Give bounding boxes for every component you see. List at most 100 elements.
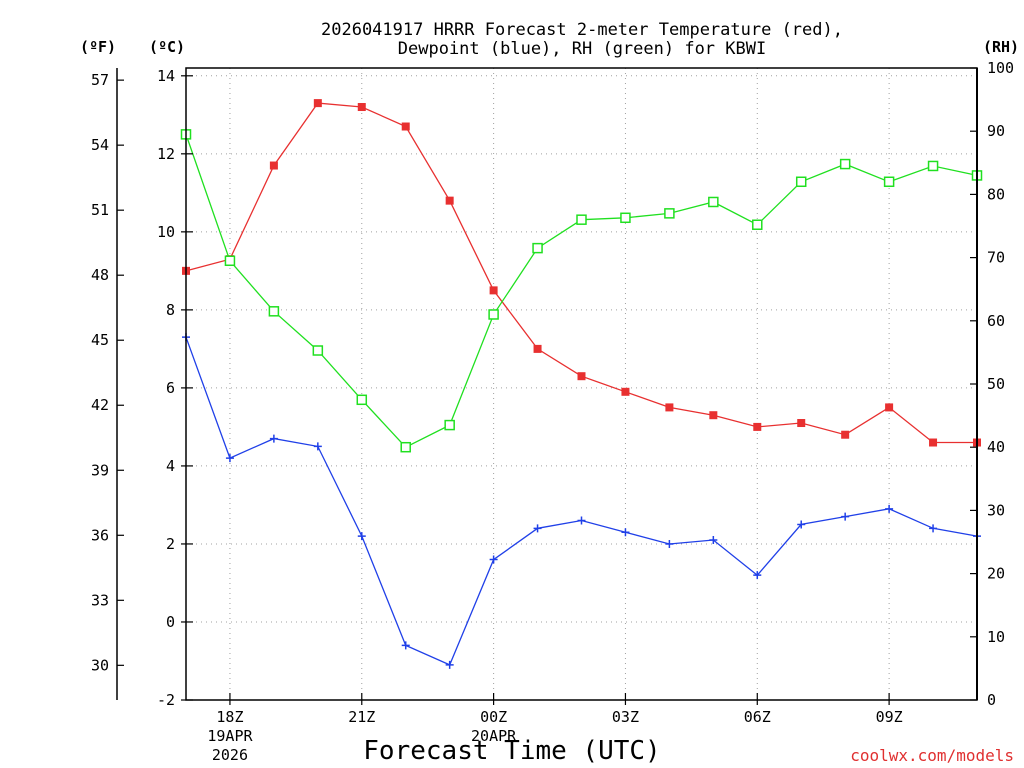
dewpoint-point — [885, 504, 894, 513]
2-meter-temperature-point — [709, 411, 718, 420]
fahrenheit-unit-label: (ºF) — [80, 38, 116, 56]
celsius-tick-label: -2 — [157, 691, 175, 709]
rh-point — [795, 176, 807, 188]
chart-title-line1: 2026041917 HRRR Forecast 2-meter Tempera… — [321, 20, 843, 40]
rh-tick-label: 30 — [987, 501, 1005, 519]
celsius-tick-label: 10 — [157, 223, 175, 241]
x-tick-label: 03Z — [612, 708, 639, 726]
rh-point — [444, 419, 455, 431]
rh-point — [488, 309, 499, 320]
dewpoint-point — [445, 660, 454, 669]
celsius-tick-label: 4 — [166, 457, 175, 475]
dewpoint-point — [929, 524, 938, 533]
2-meter-temperature-point — [489, 286, 498, 295]
rh-point — [312, 345, 324, 356]
2-meter-temperature-point — [841, 430, 850, 439]
rh-point — [268, 306, 280, 317]
x-tick-label: 00Z — [480, 708, 507, 726]
rh-point — [752, 219, 763, 230]
rh-point — [224, 255, 236, 267]
celsius-tick-label: 14 — [157, 67, 175, 85]
rh-line — [185, 134, 978, 449]
dewpoint-point — [225, 454, 234, 463]
rh-point — [400, 441, 411, 453]
dewpoint-point — [489, 555, 498, 564]
2-meter-temperature-point — [401, 122, 410, 131]
2-meter-temperature-point — [313, 99, 322, 108]
rh-tick-label: 50 — [987, 375, 1005, 393]
series-layer — [180, 99, 983, 669]
celsius-tick-label: 6 — [166, 379, 175, 397]
celsius-tick-label: 12 — [157, 145, 175, 163]
rh-point — [576, 214, 587, 225]
rh-tick-label: 0 — [987, 691, 996, 709]
2-meter-temperature-point — [885, 403, 894, 412]
2-meter-temperature-point — [357, 103, 366, 112]
rh-tick-label: 70 — [987, 249, 1005, 267]
fahrenheit-tick-label: 36 — [91, 526, 109, 544]
rh-tick-label: 60 — [987, 312, 1005, 330]
fahrenheit-tick-label: 42 — [91, 396, 109, 414]
rh-point — [620, 212, 631, 224]
x-tick-date-label: 20APR — [471, 727, 517, 745]
x-tick-label: 21Z — [348, 708, 375, 726]
2-meter-temperature-point — [621, 387, 630, 396]
2-meter-temperature-point — [445, 196, 454, 205]
x-tick-label: 06Z — [744, 708, 771, 726]
grid-lines — [186, 68, 977, 700]
dewpoint-point — [709, 536, 718, 545]
fahrenheit-tick-label: 39 — [91, 461, 109, 479]
2-meter-temperature-point — [533, 344, 542, 353]
dewpoint-point — [269, 434, 278, 443]
fahrenheit-tick-label: 33 — [91, 591, 109, 609]
2-meter-temperature-point — [753, 422, 762, 431]
fahrenheit-tick-label: 48 — [91, 266, 109, 284]
dewpoint-line — [185, 336, 978, 666]
rh-point — [839, 158, 851, 170]
rh-tick-label: 40 — [987, 438, 1005, 456]
rh-point — [708, 196, 719, 208]
2-meter-temperature-point — [665, 403, 674, 412]
dewpoint-point — [533, 524, 542, 533]
rh-point — [927, 160, 939, 172]
dewpoint-point — [665, 539, 674, 548]
dewpoint-point — [621, 528, 630, 537]
fahrenheit-tick-label: 45 — [91, 331, 109, 349]
celsius-tick-label: 2 — [166, 535, 175, 553]
x-tick-year-label: 2026 — [212, 746, 248, 764]
rh-tick-label: 100 — [987, 59, 1014, 77]
2-meter-temperature-point — [797, 419, 806, 428]
fahrenheit-tick-label: 54 — [91, 136, 109, 154]
rh-tick-label: 90 — [987, 122, 1005, 140]
dewpoint-point — [401, 641, 410, 650]
celsius-tick-label: 0 — [166, 613, 175, 631]
rh-point — [664, 208, 675, 219]
rh-tick-label: 20 — [987, 565, 1005, 583]
rh-unit-label: (RH) — [983, 38, 1019, 56]
dewpoint-point — [577, 516, 586, 525]
dewpoint-point — [313, 442, 322, 451]
rh-point — [532, 242, 543, 254]
dewpoint-point — [753, 571, 762, 580]
credit-label: coolwx.com/models — [850, 746, 1014, 765]
rh-tick-label: 10 — [987, 628, 1005, 646]
dewpoint-point — [797, 520, 806, 529]
rh-point — [356, 394, 368, 406]
2-meter-temperature-point — [929, 438, 938, 447]
rh-tick-label: 80 — [987, 185, 1005, 203]
2-meter-temperature-point — [269, 161, 278, 170]
x-tick-label: 09Z — [876, 708, 903, 726]
x-axis-title: Forecast Time (UTC) — [363, 736, 660, 766]
plot-frame — [185, 67, 978, 701]
celsius-tick-label: 8 — [166, 301, 175, 319]
fahrenheit-tick-label: 57 — [91, 71, 109, 89]
celsius-unit-label: (ºC) — [149, 38, 185, 56]
x-tick-date-label: 19APR — [207, 727, 253, 745]
fahrenheit-tick-label: 30 — [91, 656, 109, 674]
2-meter-temperature-point — [577, 372, 586, 381]
tick-marks — [117, 67, 977, 705]
dewpoint-point — [357, 532, 366, 541]
rh-point — [883, 176, 895, 188]
fahrenheit-tick-label: 51 — [91, 201, 109, 219]
